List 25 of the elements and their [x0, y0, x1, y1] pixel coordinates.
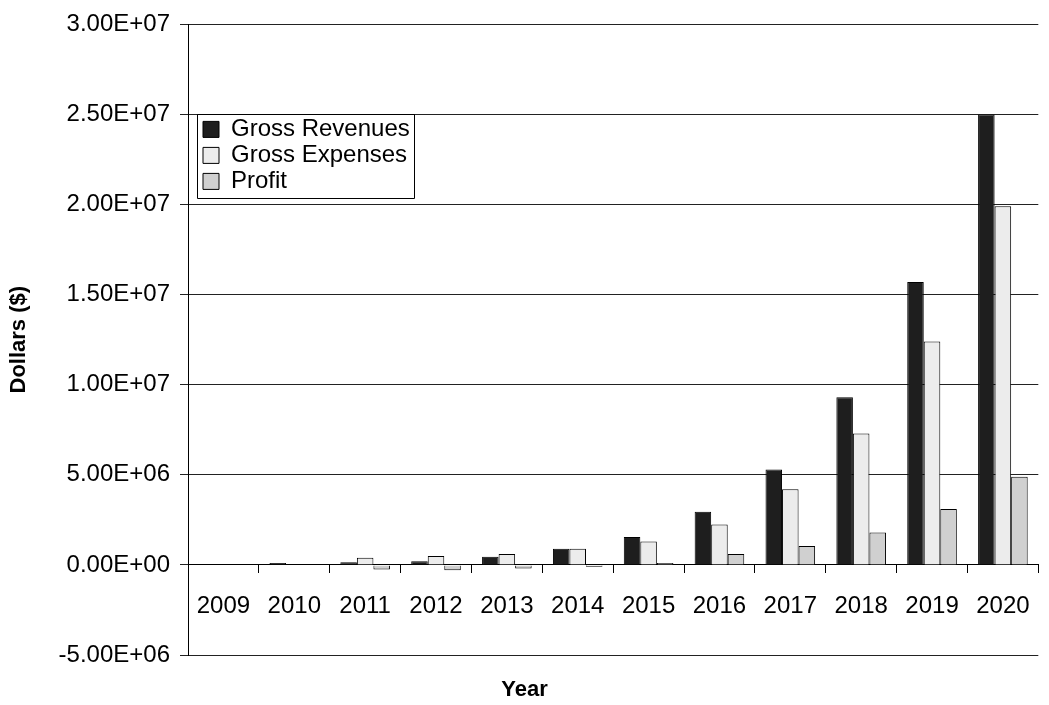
- x-tick-label: 2009: [196, 590, 251, 618]
- y-axis-title: Dollars ($): [5, 285, 31, 394]
- x-tick-label: 2016: [692, 590, 747, 618]
- x-tick-label: 2018: [834, 590, 888, 618]
- y-tick-label: 2.00E+07: [66, 189, 170, 217]
- x-axis-title: Year: [501, 676, 549, 702]
- x-tick-label: 2020: [976, 590, 1030, 618]
- y-tick-label: 0.00E+00: [66, 549, 170, 577]
- y-tick-label: 3.00E+07: [66, 9, 170, 37]
- x-tick-label: 2015: [621, 590, 676, 618]
- x-tick-label: 2010: [267, 590, 321, 618]
- x-tick-label: 2019: [905, 590, 959, 618]
- x-tick-label: 2012: [409, 590, 463, 618]
- y-tick-label: 5.00E+06: [66, 459, 170, 487]
- y-tick-label: -5.00E+06: [58, 639, 170, 667]
- legend-label: Gross Expenses: [231, 140, 408, 168]
- x-tick-label: 2011: [339, 590, 391, 618]
- legend-label: Profit: [231, 166, 288, 194]
- x-tick-label: 2014: [551, 590, 605, 618]
- y-tick-label: 2.50E+07: [66, 99, 170, 127]
- x-tick-label: 2017: [763, 590, 817, 618]
- x-tick-label: 2013: [480, 590, 534, 618]
- y-tick-label: 1.50E+07: [66, 279, 170, 307]
- legend-label: Gross Revenues: [231, 114, 410, 142]
- y-tick-label: 1.00E+07: [66, 369, 170, 397]
